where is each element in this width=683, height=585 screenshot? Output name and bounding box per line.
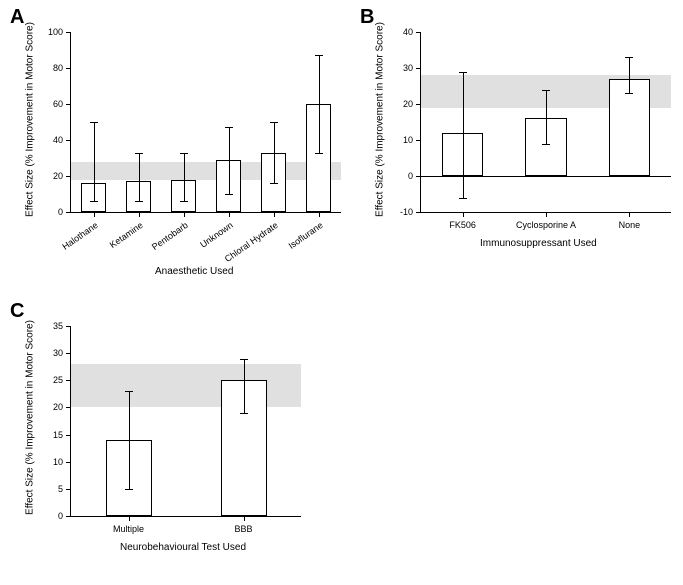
y-tick-label: 20 [403,99,421,109]
x-tick-label: BBB [234,524,252,534]
panel-b: B -10010203040FK506Cyclosporine ANone Ef… [360,6,680,276]
y-tick-label: 0 [58,511,71,521]
chart-a-xlabel: Anaesthetic Used [155,266,233,277]
y-tick-label: 100 [48,27,71,37]
error-cap [180,201,188,202]
y-tick-label: 30 [53,348,71,358]
error-bar [319,55,320,152]
x-tick [319,212,320,217]
x-tick [463,212,464,217]
error-cap [542,144,550,145]
error-bar [629,57,630,93]
error-bar [229,127,230,194]
chart-c-ylabel: Effect Size (% Improvement in Motor Scor… [25,318,36,518]
chart-b: -10010203040FK506Cyclosporine ANone [420,32,671,213]
x-tick-label: Pentobarb [149,220,189,252]
error-cap [459,198,467,199]
x-tick [629,212,630,217]
error-bar [274,122,275,183]
error-cap [90,122,98,123]
chart-b-xlabel: Immunosuppressant Used [480,238,597,249]
chart-c: 05101520253035MultipleBBB [70,326,301,517]
error-bar [129,391,130,489]
x-tick-label: Halothane [60,220,99,252]
chart-b-ylabel: Effect Size (% Improvement in Motor Scor… [375,20,386,220]
x-tick [129,516,130,521]
error-bar [94,122,95,201]
panel-c: C 05101520253035MultipleBBB Effect Size … [10,300,330,580]
panel-b-label: B [360,6,374,29]
error-cap [225,127,233,128]
x-tick [244,516,245,521]
x-tick [139,212,140,217]
x-tick [94,212,95,217]
x-tick-label: Multiple [113,524,144,534]
error-cap [315,55,323,56]
error-cap [225,194,233,195]
error-cap [625,57,633,58]
error-bar [139,153,140,202]
chart-c-xlabel: Neurobehavioural Test Used [120,542,246,553]
x-tick-label: Unknown [198,220,234,250]
y-tick-label: 10 [53,457,71,467]
y-tick-label: 25 [53,375,71,385]
y-tick-label: 20 [53,171,71,181]
y-tick-label: 40 [403,27,421,37]
y-tick-label: 5 [58,484,71,494]
x-tick [546,212,547,217]
y-tick-label: 20 [53,402,71,412]
x-tick-label: Isoflurane [286,220,324,251]
y-tick-label: 10 [403,135,421,145]
x-tick [184,212,185,217]
error-bar [463,72,464,198]
error-cap [180,153,188,154]
error-cap [459,72,467,73]
error-cap [240,413,248,414]
y-tick-label: 0 [58,207,71,217]
x-tick [274,212,275,217]
error-bar [184,153,185,202]
x-tick-label: Ketamine [107,220,144,250]
error-cap [90,201,98,202]
y-tick-label: 40 [53,135,71,145]
error-cap [135,201,143,202]
y-tick-label: 30 [403,63,421,73]
y-tick-label: 60 [53,99,71,109]
chart-a: 020406080100HalothaneKetaminePentobarbUn… [70,32,341,213]
y-tick-label: 15 [53,430,71,440]
panel-a: A 020406080100HalothaneKetaminePentobarb… [10,6,350,286]
panel-a-label: A [10,6,24,29]
x-tick [229,212,230,217]
error-cap [625,93,633,94]
error-cap [270,183,278,184]
error-cap [125,391,133,392]
error-cap [125,489,133,490]
reference-band [71,364,301,407]
error-bar [546,90,547,144]
error-cap [135,153,143,154]
y-tick-label: -10 [400,207,421,217]
error-cap [542,90,550,91]
error-cap [315,153,323,154]
reference-band [71,162,341,180]
error-cap [240,359,248,360]
y-tick-label: 0 [408,171,421,181]
error-bar [244,359,245,413]
y-tick-label: 80 [53,63,71,73]
chart-a-ylabel: Effect Size (% Improvement in Motor Scor… [25,20,36,220]
x-tick-label: FK506 [449,220,476,230]
x-tick-label: None [619,220,641,230]
zero-line [421,176,671,177]
y-tick-label: 35 [53,321,71,331]
panel-c-label: C [10,300,24,323]
x-tick-label: Cyclosporine A [516,220,576,230]
error-cap [270,122,278,123]
